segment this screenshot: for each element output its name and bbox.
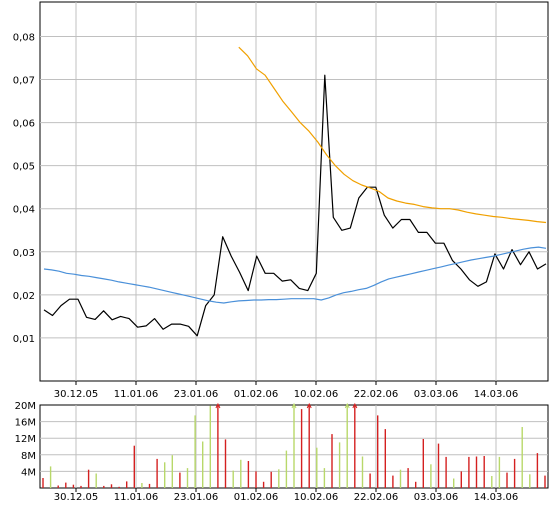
volume-y-tick-label: 4M bbox=[21, 467, 36, 478]
price-panel: 0,01 0,02 0,03 0,04 0,05 0,06 0,07 0,08 30.12.0… bbox=[13, 1, 549, 400]
volume-overflow-arrow bbox=[291, 402, 297, 409]
volume-x-tick-label: 03.03.06 bbox=[414, 492, 459, 503]
series-line-price bbox=[43, 74, 547, 337]
volume-x-tick-label: 30.12.05 bbox=[54, 492, 99, 503]
volume-y-tick-label: 16M bbox=[15, 418, 36, 429]
volume-x-tick-label: 22.02.06 bbox=[354, 492, 399, 503]
price-y-tick-label: 0,03 bbox=[13, 248, 35, 259]
volume-overflow-arrow bbox=[344, 402, 350, 409]
series-line-ma_short bbox=[238, 46, 547, 224]
price-x-tick-label: 30.12.05 bbox=[54, 389, 99, 400]
volume-y-tick-label: 12M bbox=[15, 434, 36, 445]
series-line-ma_long bbox=[43, 246, 547, 304]
price-y-tick-label: 0,06 bbox=[13, 119, 35, 130]
price-y-tick-label: 0,04 bbox=[13, 205, 35, 216]
volume-overflow-arrow bbox=[352, 402, 358, 409]
volume-panel: 4M 8M 12M 16M 20M 30.12.05 11.01.06 23.01.06 01… bbox=[15, 401, 549, 503]
volume-x-tick-label: 23.01.06 bbox=[174, 492, 219, 503]
price-x-tick-label: 10.02.06 bbox=[294, 389, 339, 400]
price-y-tick-label: 0,07 bbox=[13, 76, 35, 87]
price-x-tick-label: 11.01.06 bbox=[114, 389, 159, 400]
price-x-tick-labels: 30.12.05 11.01.06 23.01.06 01.02.06 10.02.06… bbox=[54, 389, 519, 400]
price-series-lines bbox=[43, 46, 547, 337]
price-y-tick-labels: 0,01 0,02 0,03 0,04 0,05 0,06 0,07 0,08 bbox=[13, 32, 35, 344]
price-x-tick-label: 23.01.06 bbox=[174, 389, 219, 400]
price-x-tick-label: 14.03.06 bbox=[474, 389, 519, 400]
volume-y-tick-labels: 4M 8M 12M 16M 20M bbox=[15, 401, 36, 478]
price-gridlines bbox=[40, 2, 548, 385]
volume-x-tick-labels: 30.12.05 11.01.06 23.01.06 01.02.06 10.02.06… bbox=[54, 492, 519, 503]
price-x-tick-label: 22.02.06 bbox=[354, 389, 399, 400]
volume-bars bbox=[42, 402, 546, 488]
volume-y-tick-label: 20M bbox=[15, 401, 36, 412]
price-y-tick-label: 0,02 bbox=[13, 291, 35, 302]
price-x-tick-label: 01.02.06 bbox=[234, 389, 279, 400]
volume-y-tick-label: 8M bbox=[21, 451, 36, 462]
price-x-tick-label: 03.03.06 bbox=[414, 389, 459, 400]
volume-x-tick-label: 14.03.06 bbox=[474, 492, 519, 503]
volume-overflow-arrow bbox=[306, 402, 312, 409]
volume-x-tick-label: 10.02.06 bbox=[294, 492, 339, 503]
volume-x-tick-label: 11.01.06 bbox=[114, 492, 159, 503]
price-plot-area bbox=[39, 1, 549, 382]
price-y-tick-label: 0,05 bbox=[13, 162, 35, 173]
volume-overflow-arrow bbox=[215, 402, 221, 409]
price-y-tick-label: 0,08 bbox=[13, 32, 35, 43]
price-y-tick-label: 0,01 bbox=[13, 334, 35, 345]
volume-x-tick-label: 01.02.06 bbox=[234, 492, 279, 503]
